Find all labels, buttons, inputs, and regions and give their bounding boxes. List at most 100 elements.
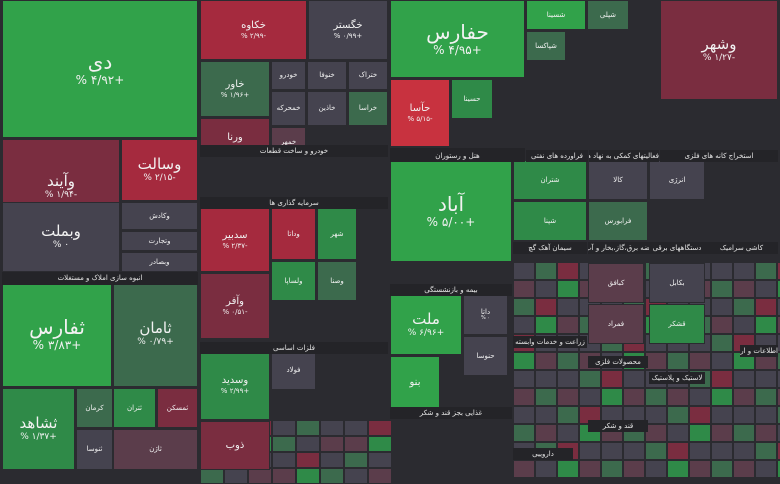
treemap-filler-cell [579, 388, 601, 406]
stock-symbol: وبصادر [149, 257, 170, 266]
stock-tile[interactable]: حسینا [451, 79, 493, 119]
stock-tile[interactable]: فمراد [588, 304, 644, 344]
sector-label: لاستیک و پلاستیک [649, 372, 705, 384]
treemap-filler-cell [579, 370, 601, 388]
treemap-filler-cell [733, 460, 755, 478]
stock-tile[interactable]: شهر [317, 208, 357, 260]
treemap-filler-cell [711, 442, 733, 460]
stock-tile[interactable]: دی +۴/۹۲ % [2, 0, 198, 138]
stock-tile[interactable]: ثتران [113, 388, 156, 428]
stock-tile[interactable]: ثنوسا [76, 429, 113, 470]
treemap-filler-cell [645, 424, 667, 442]
stock-tile[interactable]: کبافق [588, 263, 644, 303]
stock-tile[interactable]: ثاژن [113, 429, 198, 470]
stock-symbol: دی [87, 49, 113, 74]
treemap-filler-cell [755, 316, 777, 334]
stock-tile[interactable]: ذوب [200, 421, 270, 470]
treemap-filler-cell [689, 406, 711, 424]
treemap-filler-cell [557, 316, 579, 334]
stock-tile[interactable]: شپلی [587, 0, 629, 30]
stock-symbol: حآسا [409, 103, 431, 115]
treemap-filler-cell [296, 420, 320, 436]
stock-tile[interactable]: کالا [588, 160, 648, 200]
treemap-filler-cell [513, 370, 535, 388]
stock-tile[interactable]: وتجارت [121, 231, 198, 251]
stock-symbol: فرابورس [604, 216, 632, 225]
sector-label: خودرو و ساخت قطعات [200, 145, 388, 157]
treemap-filler-cell [320, 420, 344, 436]
treemap-filler-cell [711, 334, 733, 352]
stock-change-percent: ۰ % [480, 315, 491, 322]
stock-tile[interactable]: ختراک [348, 61, 388, 90]
stock-tile[interactable]: ملت +۶/۹۶ % [390, 295, 462, 355]
stock-tile[interactable]: خکاوه -۲/۹۹ % [200, 0, 307, 60]
stock-tile[interactable]: شپنا [513, 201, 587, 241]
treemap-filler-cell [689, 388, 711, 406]
stock-symbol: شپنا [543, 216, 557, 225]
stock-tile[interactable]: وداتا [271, 208, 316, 260]
stock-change-percent: -۱/۲۷ % [702, 53, 736, 64]
stock-tile[interactable]: خمحرکه [271, 91, 306, 126]
stock-tile[interactable]: خنوفا [307, 61, 347, 90]
stock-tile[interactable]: کرمان [76, 388, 113, 428]
treemap-filler-cell [623, 460, 645, 478]
stock-tile[interactable]: وبملت ۰ % [2, 202, 120, 272]
treemap-filler-cell [513, 406, 535, 424]
stock-tile[interactable]: فرابورس [588, 201, 648, 241]
stock-tile[interactable]: قشکر [649, 304, 705, 344]
stock-symbol: کرمان [85, 403, 104, 412]
treemap-filler-cell [733, 280, 755, 298]
stock-tile[interactable]: خگستر +۰/۹۹ % [308, 0, 388, 60]
stock-tile[interactable]: سدبیر -۲/۳۷ % [200, 208, 270, 272]
stock-tile[interactable]: شپاکسا [526, 31, 566, 61]
treemap-filler-cell [601, 370, 623, 388]
stock-change-percent: +۲/۹۹ % [220, 386, 250, 395]
stock-tile[interactable]: حنوسا [463, 336, 508, 376]
treemap-filler-cell [777, 334, 780, 352]
treemap-filler-cell [320, 436, 344, 452]
stock-tile[interactable]: وشهر -۱/۲۷ % [660, 0, 778, 100]
treemap-filler-cell [733, 442, 755, 460]
treemap-filler-cell [755, 280, 777, 298]
stock-tile[interactable]: وکادش [121, 202, 198, 230]
stock-tile[interactable]: فولاد [271, 350, 316, 390]
sector-label: فراورده های نفتی [526, 150, 588, 162]
stock-tile[interactable]: وآفر -۰/۵۱ % [200, 273, 270, 339]
treemap-filler-cell [320, 452, 344, 468]
stock-tile[interactable]: خودرو [271, 61, 306, 90]
treemap-filler-cell [733, 370, 755, 388]
stock-tile[interactable]: خاور +۱/۹۶ % [200, 61, 270, 117]
stock-tile[interactable]: حآسا -۵/۱۵ % [390, 79, 450, 147]
stock-tile[interactable]: ثامان +۰/۷۹ % [113, 281, 198, 387]
stock-tile[interactable]: شتران [513, 160, 587, 200]
sector-label: زراعت و خدمات وابسته [513, 336, 587, 348]
stock-tile[interactable]: شسینا [526, 0, 586, 30]
stock-tile[interactable]: ثفارس +۳/۸۳ % [2, 281, 112, 387]
stock-tile[interactable]: آباد +۵/۰۰ % [390, 160, 512, 262]
stock-symbol: بکابل [669, 278, 685, 287]
stock-tile[interactable]: انرژی [649, 160, 705, 200]
stock-tile[interactable]: وسدید +۲/۹۹ % [200, 350, 270, 420]
treemap-filler-cell [689, 352, 711, 370]
stock-tile[interactable]: ثمسکن [157, 388, 198, 428]
sector-label: دستگاههای برقی [649, 242, 705, 254]
stock-symbol: ثنوسا [86, 445, 103, 454]
stock-tile[interactable]: حفارس +۴/۹۵ % [390, 0, 525, 78]
stock-tile[interactable]: بکابل [649, 263, 705, 303]
stock-tile[interactable]: خراسا [348, 91, 388, 126]
stock-tile[interactable]: ثشاهد +۱/۳۷ % [2, 388, 75, 470]
stock-tile[interactable]: بنو [390, 356, 440, 410]
stock-tile[interactable]: خاذین [307, 91, 347, 126]
stock-tile[interactable]: داتا ۰ % [463, 295, 508, 335]
treemap-filler-cell [777, 352, 780, 370]
stock-tile[interactable]: ولساپا [271, 261, 316, 301]
stock-tile[interactable]: وصنا [317, 261, 357, 301]
treemap-filler-cell [557, 280, 579, 298]
stock-change-percent: +۰/۷۹ % [137, 337, 174, 348]
stock-tile[interactable]: وبصادر [121, 252, 198, 272]
stock-symbol: داتا [480, 308, 491, 317]
sector-label: فلزات اساسی [200, 342, 388, 354]
sector-label: داروییی [513, 448, 573, 460]
stock-tile[interactable]: وسالت -۲/۱۵ % [121, 139, 198, 201]
treemap-filler-cell [557, 388, 579, 406]
